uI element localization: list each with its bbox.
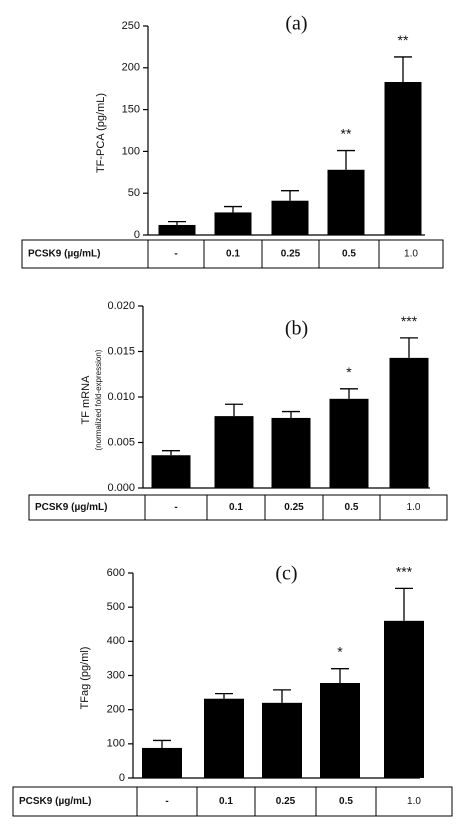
significance-label: *** <box>396 563 413 579</box>
table-cell: - <box>165 796 168 807</box>
chart-panel-1: (a) 0 50 100 150 200 250 TF-PCA (pg/mL) ** ** PCSK… <box>21 13 444 269</box>
y-tick-label: 0.010 <box>107 391 135 403</box>
table-cell: 0.5 <box>345 502 359 513</box>
dose-table: PCSK9 (µg/mL) - 0.1 0.25 0.5 1.0 <box>28 494 448 521</box>
bar <box>327 169 365 235</box>
bar <box>320 683 360 778</box>
bar <box>158 224 196 235</box>
bar <box>214 416 254 488</box>
y-tick-label: 400 <box>107 635 125 647</box>
bar <box>262 702 302 778</box>
table-border <box>21 239 444 269</box>
y-tick-label: 300 <box>107 669 125 681</box>
y-tick-label: 200 <box>107 704 125 716</box>
bar <box>384 620 424 778</box>
bar <box>214 212 252 235</box>
bar <box>384 82 422 236</box>
table-border <box>28 494 448 521</box>
significance-label: * <box>346 364 352 380</box>
bar <box>204 698 244 778</box>
y-axis-label: TFag (pg/ml) <box>79 647 91 710</box>
panel-letter: (a) <box>285 13 307 35</box>
table-row-label: PCSK9 (µg/mL) <box>28 249 100 260</box>
bar <box>389 357 429 488</box>
y-tick-label: 0.000 <box>107 482 135 494</box>
table-border <box>12 786 453 817</box>
y-axis-sublabel: (normalized fold-expression) <box>94 349 103 450</box>
table-cell: 0.25 <box>284 502 304 513</box>
y-tick-label: 0.020 <box>107 300 135 312</box>
y-tick-label: 150 <box>122 104 140 116</box>
y-tick-label: 600 <box>107 567 125 579</box>
significance-label: ** <box>398 32 409 48</box>
table-cell: 1.0 <box>407 796 421 807</box>
dose-table: PCSK9 (µg/mL) - 0.1 0.25 0.5 1.0 <box>12 786 453 817</box>
y-tick-label: 0.005 <box>107 436 135 448</box>
bar <box>329 398 369 488</box>
y-tick-label: 0 <box>119 772 125 784</box>
y-tick-label: 100 <box>107 738 125 750</box>
panel-letter: (c) <box>275 563 297 585</box>
bar <box>151 455 191 488</box>
bar <box>271 200 309 235</box>
y-tick-label: 0.015 <box>107 345 135 357</box>
table-cell: 0.25 <box>281 249 301 260</box>
table-cell: 0.5 <box>342 249 356 260</box>
table-cell: - <box>174 249 177 260</box>
y-axis-label: TF mRNA <box>80 375 92 425</box>
y-tick-label: 250 <box>122 20 140 32</box>
chart-panel-2: (b) 0.000 0.005 0.010 0.015 0.020 TF mRNA (norm… <box>28 300 448 521</box>
y-tick-label: 200 <box>122 62 140 74</box>
table-cell: 1.0 <box>407 502 421 513</box>
y-tick-label: 100 <box>122 145 140 157</box>
y-tick-label: 500 <box>107 601 125 613</box>
significance-label: * <box>337 644 343 660</box>
y-axis-label: TF-PCA (pg/mL) <box>95 93 107 173</box>
panel-letter: (b) <box>285 318 308 340</box>
table-cell: 1.0 <box>404 249 418 260</box>
bar <box>271 417 311 488</box>
significance-label: ** <box>341 126 352 142</box>
table-cell: 0.25 <box>276 796 296 807</box>
table-cell: 0.5 <box>339 796 353 807</box>
table-cell: 0.1 <box>219 796 233 807</box>
table-row-label: PCSK9 (µg/mL) <box>19 796 91 807</box>
table-cell: 0.1 <box>229 502 243 513</box>
y-tick-label: 0 <box>134 229 140 241</box>
significance-label: *** <box>401 313 418 329</box>
table-cell: - <box>174 502 177 513</box>
table-cell: 0.1 <box>226 249 240 260</box>
dose-table: PCSK9 (µg/mL) - 0.1 0.25 0.5 1.0 <box>21 239 444 269</box>
table-row-label: PCSK9 (µg/mL) <box>35 502 107 513</box>
bar <box>142 747 182 778</box>
y-tick-label: 50 <box>128 187 140 199</box>
